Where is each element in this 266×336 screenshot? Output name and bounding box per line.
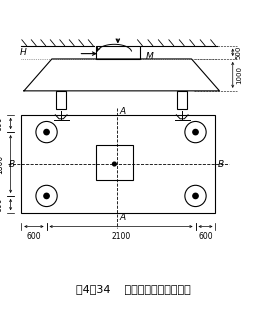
Bar: [177, 91, 187, 110]
Circle shape: [44, 193, 49, 199]
Circle shape: [193, 193, 198, 199]
Text: B: B: [218, 160, 224, 169]
Text: 600: 600: [198, 232, 213, 241]
Text: H: H: [20, 48, 27, 57]
Bar: [96, 46, 140, 59]
Bar: [56, 91, 66, 110]
Text: B: B: [9, 160, 15, 169]
Text: 2100: 2100: [111, 232, 131, 241]
Text: 600: 600: [0, 197, 4, 212]
Text: 1800: 1800: [0, 154, 4, 174]
Text: 图4－34    桩平面布置和承台尺寸: 图4－34 桩平面布置和承台尺寸: [76, 284, 190, 294]
Text: 500: 500: [236, 46, 242, 59]
Text: 600: 600: [0, 116, 4, 131]
Text: 600: 600: [27, 232, 41, 241]
Circle shape: [193, 129, 198, 135]
Circle shape: [44, 129, 49, 135]
Bar: [21, 115, 215, 213]
Bar: [96, 145, 133, 180]
Text: A: A: [120, 107, 126, 116]
Text: M: M: [146, 52, 153, 61]
Circle shape: [113, 162, 116, 166]
Text: A: A: [120, 213, 126, 222]
Text: 1000: 1000: [236, 66, 242, 84]
